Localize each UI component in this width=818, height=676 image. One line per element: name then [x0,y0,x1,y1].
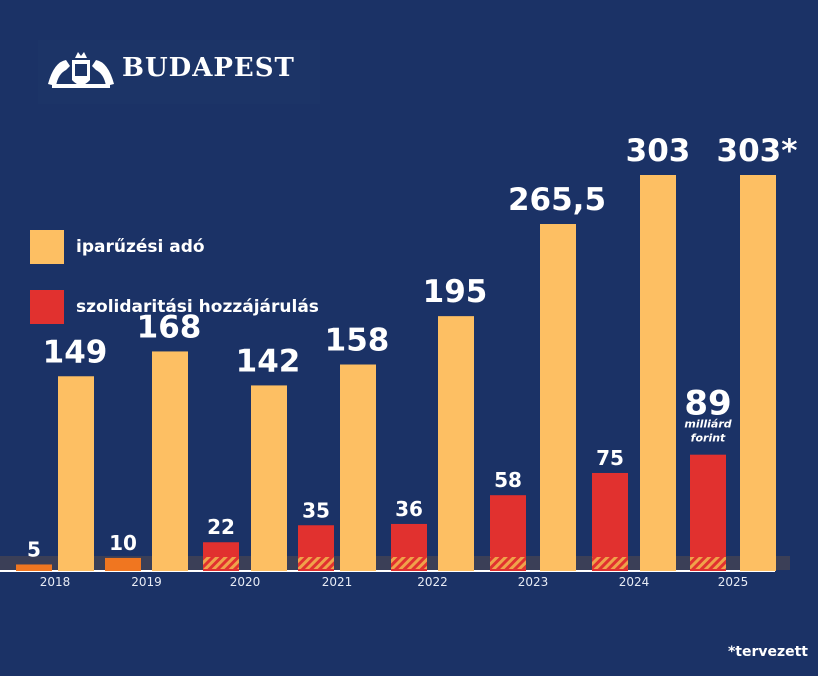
label-szoli-2024: 75 [596,446,624,470]
legend-label-ipar: iparűzési adó [76,237,205,257]
label-szoli-2021: 35 [302,498,330,522]
bar-szoli-2019 [105,557,141,571]
tick-label-2019: 2019 [131,575,162,589]
legend-swatch-ipar [30,230,64,264]
bar-szoli-hatch-2021 [298,557,334,569]
label-ipar-2023: 265,5 [508,182,606,218]
bar-ipar-2023 [540,224,576,572]
label-ipar-2024: 303 [626,133,691,169]
label-ipar-2019: 168 [137,309,202,345]
bar-szoli-2025 [690,454,726,571]
label-szoli-2018: 5 [27,537,41,561]
label-szoli-2019: 10 [109,531,137,555]
legend-label-szoli: szolidaritási hozzájárulás [76,297,319,317]
tick-label-2024: 2024 [619,575,650,589]
bar-ipar-2022 [438,316,474,571]
label-ipar-2021: 158 [325,323,390,359]
tick-label-2025: 2025 [718,575,749,589]
label-ipar-2018: 149 [43,334,108,370]
bar-ipar-2025 [740,175,776,571]
bar-szoli-hatch-2022 [391,557,427,569]
bar-szoli-2024 [592,472,628,571]
bar-szoli-hatch-2023 [490,557,526,569]
bar-ipar-2018 [58,376,94,571]
footnote: *tervezett [727,644,808,660]
label-szoli-2022: 36 [395,497,423,521]
label-ipar-2022: 195 [423,274,488,310]
tick-label-2020: 2020 [230,575,261,589]
label-szoli-2020: 22 [207,515,235,539]
x-axis: 2018 2019 2020 2021 2022 2023 2024 2025 [40,575,749,589]
unit-annotation-line-2: forint [691,432,726,445]
brand-name: BUDAPEST [122,53,295,83]
tick-label-2021: 2021 [322,575,353,589]
label-szoli-2025: 89 [684,384,731,424]
value-labels: 149 5 168 10 142 22 158 35 195 36 265,5 58 303 75 303*… [27,133,797,561]
label-szoli-2023: 58 [494,468,522,492]
label-ipar-2020: 142 [236,343,301,379]
bar-szoli-2018 [16,564,52,571]
tick-label-2022: 2022 [417,575,448,589]
tick-label-2023: 2023 [518,575,549,589]
budapest-coat-of-arms-icon [48,52,114,88]
bar-szoli-hatch-2020 [203,557,239,569]
unit-annotation-line-1: milliárd [684,418,731,431]
bars [16,175,776,572]
legend-swatch-szoli [30,290,64,324]
bar-ipar-2024 [640,175,676,571]
bar-ipar-2020 [251,385,287,571]
label-ipar-2025: 303* [717,133,798,169]
bar-ipar-2021 [340,364,376,571]
legend: iparűzési adó szolidaritási hozzájárulás [30,230,319,324]
bar-szoli-hatch-2025 [690,557,726,569]
bar-szoli-hatch-2024 [592,557,628,569]
tick-label-2018: 2018 [40,575,71,589]
budapest-logo: BUDAPEST [38,40,320,104]
bar-ipar-2019 [152,351,188,571]
